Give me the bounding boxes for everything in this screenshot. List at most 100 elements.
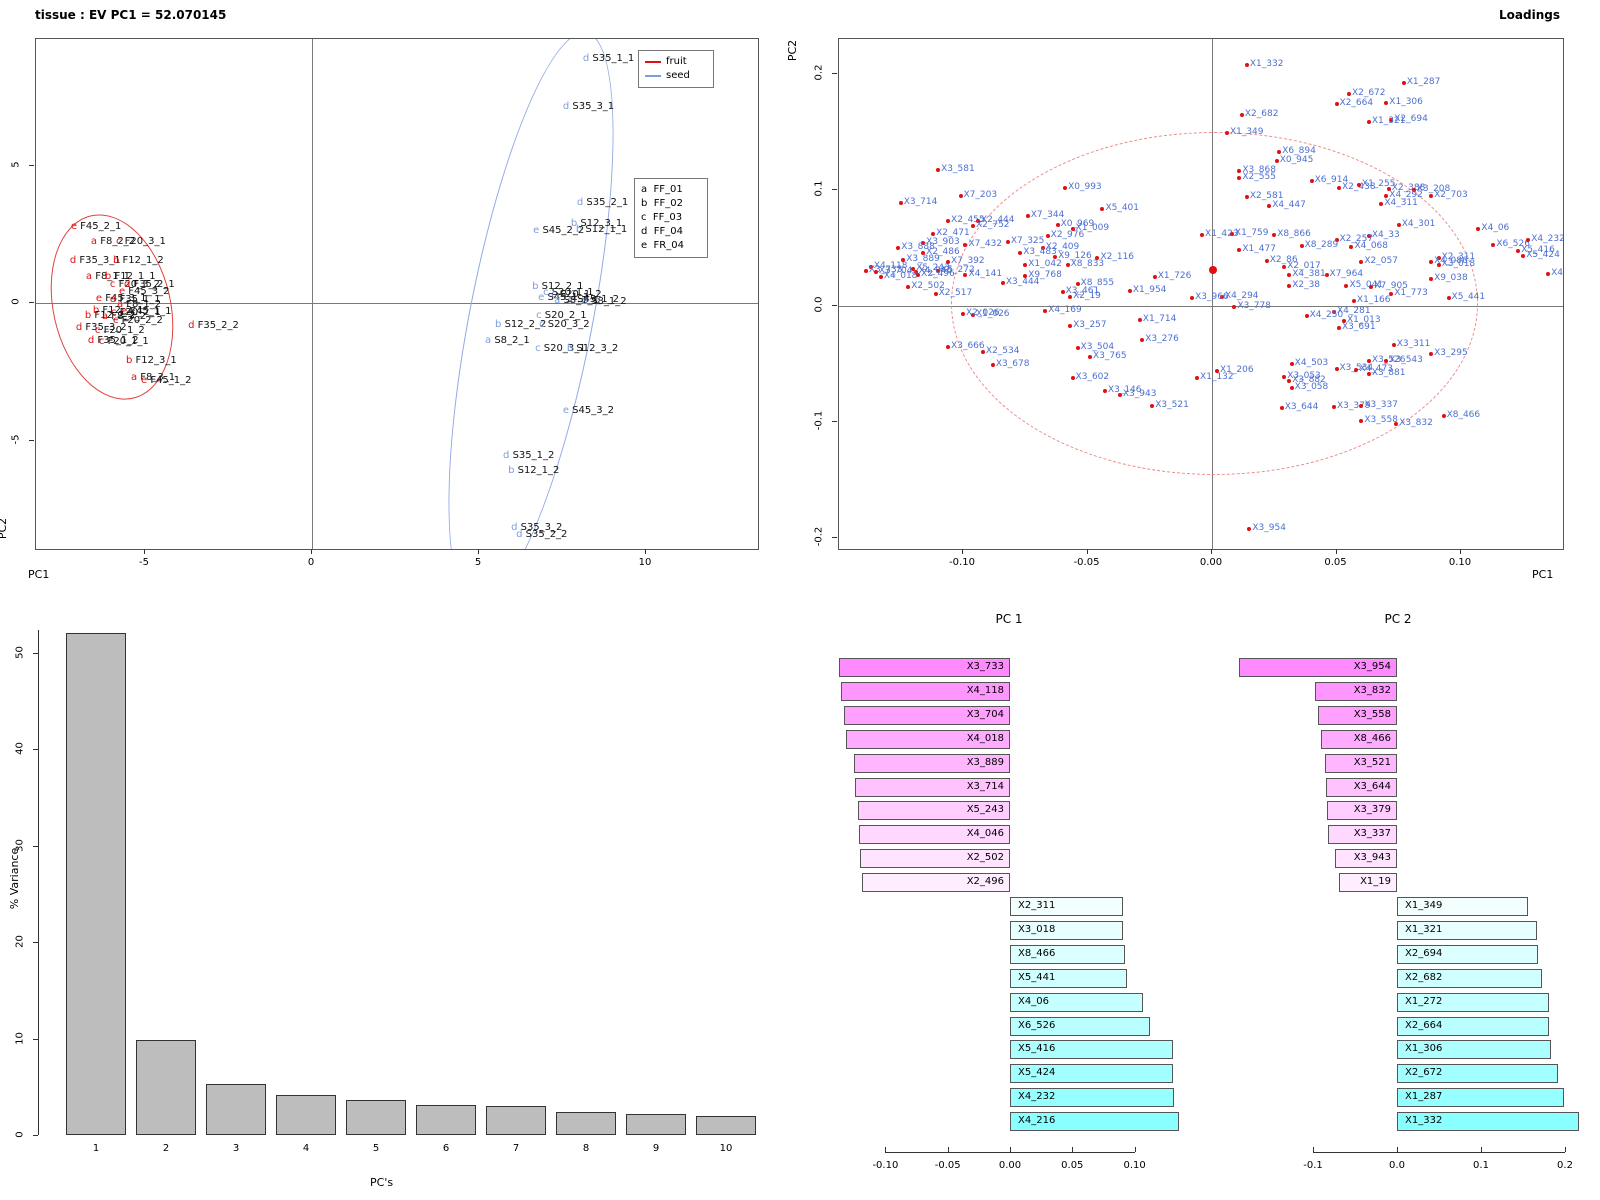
loading-point: [1127, 288, 1132, 293]
top-loading-bar: [1397, 944, 1539, 964]
loading-point: [1237, 176, 1242, 181]
loading-point: [936, 168, 941, 173]
loading-label: X7_203: [963, 189, 998, 200]
sample-label: F8_3_1: [137, 372, 176, 384]
y-axis-tick: [29, 302, 34, 303]
loading-label: X3_602: [1075, 371, 1110, 382]
loading-label: X3_018: [1441, 259, 1476, 270]
loadings-ellipse: [950, 132, 1479, 476]
loading-label: X3_311: [1396, 339, 1431, 350]
loading-point: [1366, 234, 1371, 239]
loading-point: [1436, 256, 1441, 261]
loading-point: [906, 285, 911, 290]
scree-category-label: 9: [652, 1143, 660, 1154]
loading-point: [1100, 206, 1105, 211]
loading-point: [1055, 222, 1060, 227]
loading-label: X3_765: [1092, 351, 1127, 362]
group-legend: fruit seed: [638, 50, 714, 88]
class-letter: a: [85, 270, 93, 282]
y-axis-tick: [33, 942, 38, 944]
top-loading-bar: [861, 873, 1010, 893]
loading-point: [1224, 131, 1229, 136]
sample-point: a F8_1_1: [86, 271, 130, 283]
loading-point: [1411, 188, 1416, 192]
top-loading-bar: [1010, 920, 1124, 940]
legend-line-sample: [645, 61, 661, 63]
top-loading-bar: [1334, 849, 1397, 869]
class-letter: c: [109, 279, 116, 291]
loading-point: [1299, 243, 1304, 248]
top-loading-bar-label: X2_664: [1405, 1019, 1443, 1031]
loading-label: X1_332: [1249, 58, 1284, 69]
loading-label: X1_321: [1371, 115, 1406, 126]
class-letter: d: [562, 100, 570, 112]
loading-point: [1369, 285, 1374, 290]
sample-label: S12_1_2: [514, 465, 560, 477]
x-tick-label: 10: [638, 557, 652, 568]
sample-label: F35_1_1: [116, 293, 161, 305]
sample-point: b S12_1_1: [576, 224, 627, 236]
scree-x-axis-label: PC's: [370, 1176, 394, 1189]
loading-label: X8_466: [1446, 410, 1481, 421]
class-letter: e: [118, 286, 126, 297]
loading-point: [1396, 222, 1401, 227]
y-tick-label: 0: [10, 298, 22, 305]
center-point: [1209, 266, 1218, 275]
class-code-legend: a FF_01 b FF_02 c FF_03 d FF_04 e FR_04: [634, 178, 708, 258]
class-letter: b: [508, 465, 515, 477]
loading-label: X2_471: [936, 228, 970, 239]
loading-label: X4_381: [1292, 268, 1326, 279]
class-letter: e: [140, 375, 148, 387]
class-letter: d: [75, 322, 83, 334]
top-loading-bar: [1397, 897, 1529, 916]
loading-label: X2_502: [911, 281, 945, 292]
loading-label: X2_017: [1287, 260, 1321, 271]
top-loading-bar-label: X5_441: [1018, 971, 1056, 983]
loading-label: X3_966: [1195, 291, 1229, 302]
loading-point: [1279, 406, 1284, 411]
top-loading-bar-label: X1_287: [1405, 1091, 1443, 1103]
top-loading-bar-label: X3_733: [966, 661, 1004, 672]
scree-bar: [556, 1111, 616, 1135]
loading-point: [958, 193, 963, 198]
loading-label: X2_38: [1292, 280, 1321, 291]
y-tick-label: 0: [14, 1131, 26, 1138]
top-loading-bar-label: X2_672: [1405, 1067, 1443, 1079]
loading-label: X2_555: [1242, 172, 1276, 183]
hbar-axis-tick: [1481, 1147, 1482, 1152]
loading-point: [1018, 250, 1023, 255]
sample-point: c S20_1_2: [551, 289, 601, 301]
loading-point: [970, 313, 975, 318]
sample-point: a F8_3_1: [131, 372, 175, 384]
loading-label: X5_416: [1521, 245, 1555, 256]
sample-point: e F45_3_1: [96, 293, 147, 305]
scree-y-axis-label: % Variance: [8, 847, 22, 910]
sample-point: e S45_1_1: [538, 292, 589, 304]
class-letter: c: [539, 319, 545, 330]
loading-label: X4_33: [1371, 230, 1400, 241]
scree-category-label: 2: [162, 1143, 170, 1154]
sample-label: F35_1_2: [94, 334, 139, 346]
sample-label: S45_3_2: [568, 405, 614, 417]
class-legend-row: b FF_02: [641, 198, 683, 209]
sample-point: d F35_1_2: [88, 335, 139, 347]
class-letter: b: [125, 355, 133, 367]
loading-label: X4_06: [1481, 223, 1510, 234]
loading-label: X1_954: [1132, 284, 1167, 295]
scree-category-label: 4: [302, 1143, 310, 1154]
y-tick-label: 10: [14, 1031, 26, 1045]
class-letter: e: [562, 405, 569, 417]
loading-point: [1359, 418, 1364, 423]
loading-point: [1140, 337, 1145, 342]
loading-point: [1309, 178, 1314, 183]
loading-point: [1401, 81, 1406, 86]
sample-label: F20_2_1: [116, 306, 161, 318]
y-axis-tick: [832, 537, 837, 538]
loading-point: [1244, 62, 1249, 67]
sample-label: F8_1_1: [92, 270, 131, 282]
loading-label: X7_964: [1329, 268, 1364, 279]
loading-label: X1_026: [975, 309, 1010, 320]
loading-point: [1152, 275, 1157, 279]
loading-point: [1429, 259, 1434, 264]
sample-point: b S12_3_1: [571, 218, 622, 230]
